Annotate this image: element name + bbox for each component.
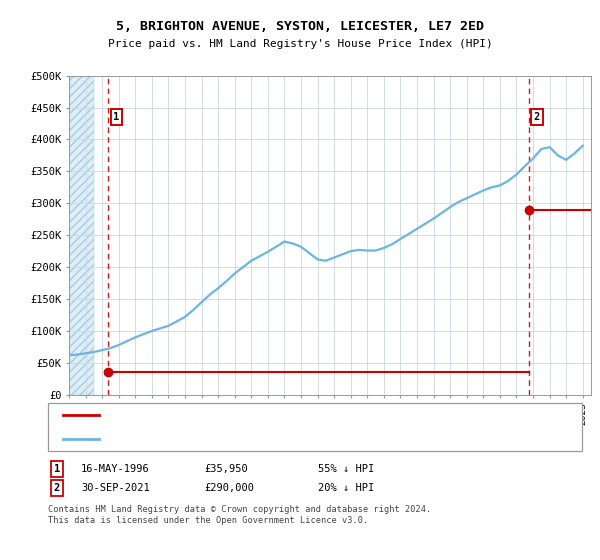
Text: HPI: Average price, detached house, Charnwood: HPI: Average price, detached house, Char…: [104, 435, 374, 444]
Text: 2: 2: [54, 483, 60, 493]
Text: Price paid vs. HM Land Registry's House Price Index (HPI): Price paid vs. HM Land Registry's House …: [107, 39, 493, 49]
Text: 2: 2: [534, 112, 540, 122]
Text: £290,000: £290,000: [204, 483, 254, 493]
Text: 5, BRIGHTON AVENUE, SYSTON, LEICESTER, LE7 2ED: 5, BRIGHTON AVENUE, SYSTON, LEICESTER, L…: [116, 20, 484, 32]
Text: 1: 1: [113, 112, 119, 122]
Text: 30-SEP-2021: 30-SEP-2021: [81, 483, 150, 493]
Text: £35,950: £35,950: [204, 464, 248, 474]
Bar: [69, 76, 94, 395]
Text: 5, BRIGHTON AVENUE, SYSTON, LEICESTER, LE7 2ED (detached house): 5, BRIGHTON AVENUE, SYSTON, LEICESTER, L…: [104, 410, 482, 419]
Text: Contains HM Land Registry data © Crown copyright and database right 2024.
This d: Contains HM Land Registry data © Crown c…: [48, 505, 431, 525]
Text: 16-MAY-1996: 16-MAY-1996: [81, 464, 150, 474]
Text: 55% ↓ HPI: 55% ↓ HPI: [318, 464, 374, 474]
Text: 1: 1: [54, 464, 60, 474]
Text: 20% ↓ HPI: 20% ↓ HPI: [318, 483, 374, 493]
